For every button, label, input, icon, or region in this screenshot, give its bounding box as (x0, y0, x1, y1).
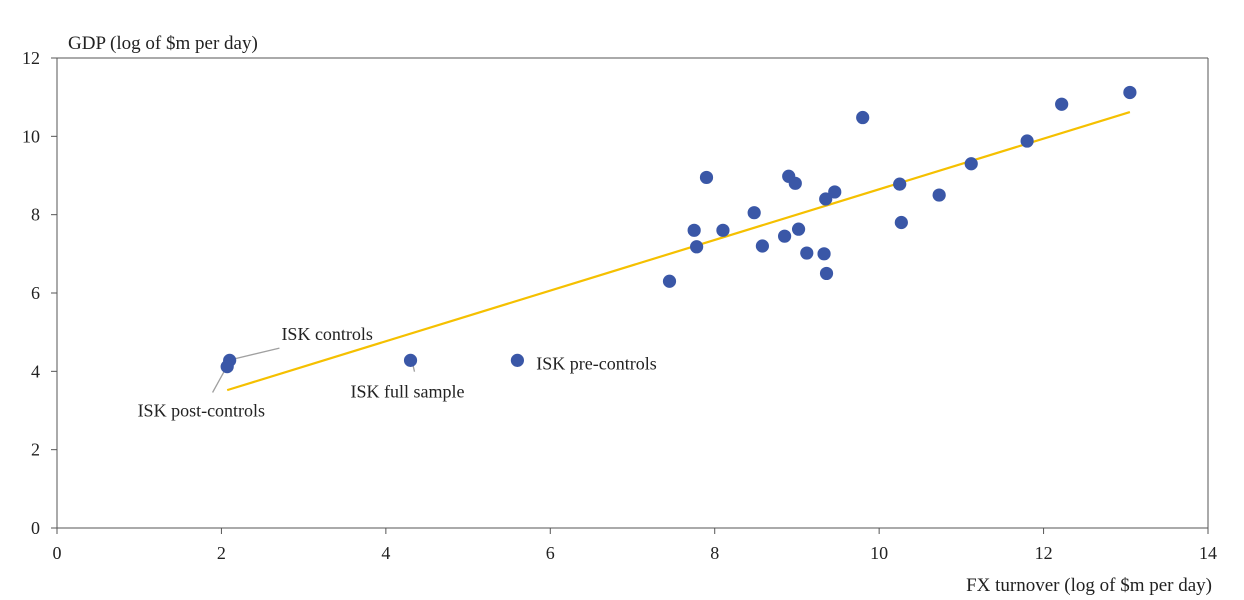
x-tick-label: 8 (710, 543, 719, 563)
y-tick-label: 6 (31, 283, 40, 303)
annotations-layer: ISK controls ISK post-controls ISK full sa… (138, 324, 657, 420)
y-tick-label: 8 (31, 205, 40, 225)
data-point (788, 176, 802, 190)
data-point (687, 223, 701, 237)
y-tick-label: 12 (22, 48, 40, 68)
data-point (1055, 97, 1069, 111)
y-axis-title: GDP (log of $m per day) (68, 33, 258, 54)
annotation-label: ISK post-controls (138, 401, 266, 421)
y-tick-label: 2 (31, 440, 40, 460)
annotation-leader (231, 347, 280, 361)
data-point (894, 215, 908, 230)
data-point (1020, 134, 1034, 148)
axes: 0 2 4 6 8 10 12 0 2 4 6 8 10 12 14 (22, 48, 1217, 563)
trendline-layer (226, 110, 1131, 392)
data-point (755, 239, 769, 253)
data-point (716, 223, 730, 237)
data-point (800, 246, 814, 260)
trend-line (226, 110, 1131, 392)
data-point (662, 274, 677, 288)
annotation-label: ISK full sample (351, 382, 465, 402)
data-point (747, 206, 761, 220)
y-tick-label: 10 (22, 126, 40, 146)
data-point (819, 192, 833, 206)
annotation-label: ISK controls (281, 324, 373, 344)
y-tick-label: 4 (31, 361, 40, 381)
data-point (791, 222, 806, 236)
x-axis-title: FX turnover (log of $m per day) (966, 575, 1212, 596)
data-point (777, 229, 792, 243)
x-tick-label: 4 (381, 543, 390, 563)
data-point (220, 360, 234, 374)
data-point (819, 266, 834, 281)
data-point (817, 247, 831, 261)
data-point (699, 170, 714, 185)
data-point (893, 177, 907, 191)
data-point (856, 110, 870, 125)
x-tick-label: 2 (217, 543, 226, 563)
x-tick-label: 6 (546, 543, 555, 563)
data-point (510, 353, 524, 367)
data-point (690, 240, 704, 254)
data-point (403, 353, 418, 367)
points-layer (220, 85, 1137, 374)
data-point (1123, 85, 1137, 100)
annotation-label: ISK pre-controls (536, 354, 656, 374)
x-tick-label: 0 (53, 543, 62, 563)
data-point (828, 185, 842, 199)
y-tick-label: 0 (31, 518, 40, 538)
x-tick-label: 12 (1035, 543, 1053, 563)
data-point (964, 157, 978, 171)
x-tick-label: 14 (1199, 543, 1217, 563)
x-tick-label: 10 (870, 543, 888, 563)
data-point (932, 188, 946, 202)
